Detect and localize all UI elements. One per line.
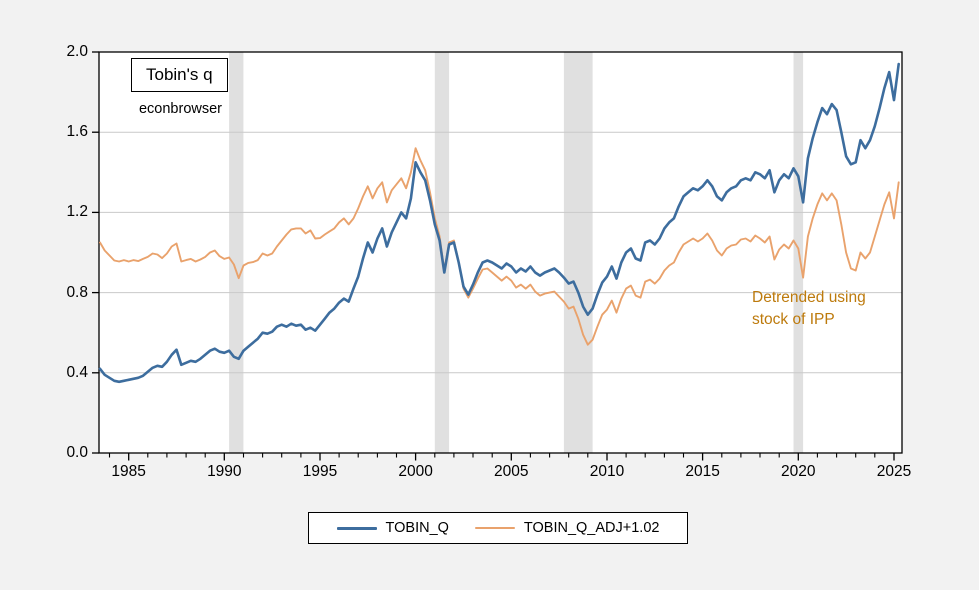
series-line-tobin-q: [98, 62, 901, 384]
legend-label-tobin-q-adj: TOBIN_Q_ADJ+1.02: [523, 520, 660, 536]
x-tick-label: 2000: [398, 463, 433, 480]
legend-item-tobin-q: TOBIN_Q: [336, 520, 449, 536]
annotation-line-2: stock of IPP: [752, 311, 835, 328]
annotation: Detrended using stock of IPP: [752, 287, 866, 331]
x-tick-label: 2025: [876, 463, 912, 480]
watermark-text: econbrowser: [138, 101, 222, 117]
plot-frame: [98, 51, 903, 454]
x-tick-label: 2010: [589, 463, 625, 480]
x-tick-label: 2005: [494, 463, 529, 480]
x-tick-label: 2015: [685, 463, 720, 480]
y-tick-label: 1.2: [66, 203, 88, 221]
legend-item-tobin-q-adj: TOBIN_Q_ADJ+1.02: [474, 520, 660, 536]
legend-label-tobin-q: TOBIN_Q: [385, 520, 449, 536]
recession-band: [563, 52, 593, 453]
chart-title-box: Tobin's q: [131, 58, 228, 92]
chart-title: Tobin's q: [146, 65, 213, 84]
y-tick-label: 2.0: [66, 43, 88, 60]
y-tick-label: 0.8: [66, 283, 88, 301]
legend-swatch-tobin-q-adj: [474, 526, 515, 530]
legend: TOBIN_Q TOBIN_Q_ADJ+1.02: [308, 512, 688, 544]
legend-swatch-tobin-q: [336, 526, 377, 530]
y-tick-label: 1.6: [66, 123, 88, 141]
x-tick-label: 1995: [302, 463, 338, 480]
series-line-tobin-q-adj: [99, 147, 900, 346]
y-tick-label: 0.0: [66, 444, 88, 461]
y-tick-label: 0.4: [66, 363, 88, 381]
x-tick-label: 1985: [111, 463, 146, 480]
x-tick-label: 1990: [207, 463, 242, 480]
x-tick-label: 2020: [781, 463, 816, 480]
recession-band: [229, 52, 244, 453]
annotation-line-1: Detrended using: [752, 289, 866, 306]
